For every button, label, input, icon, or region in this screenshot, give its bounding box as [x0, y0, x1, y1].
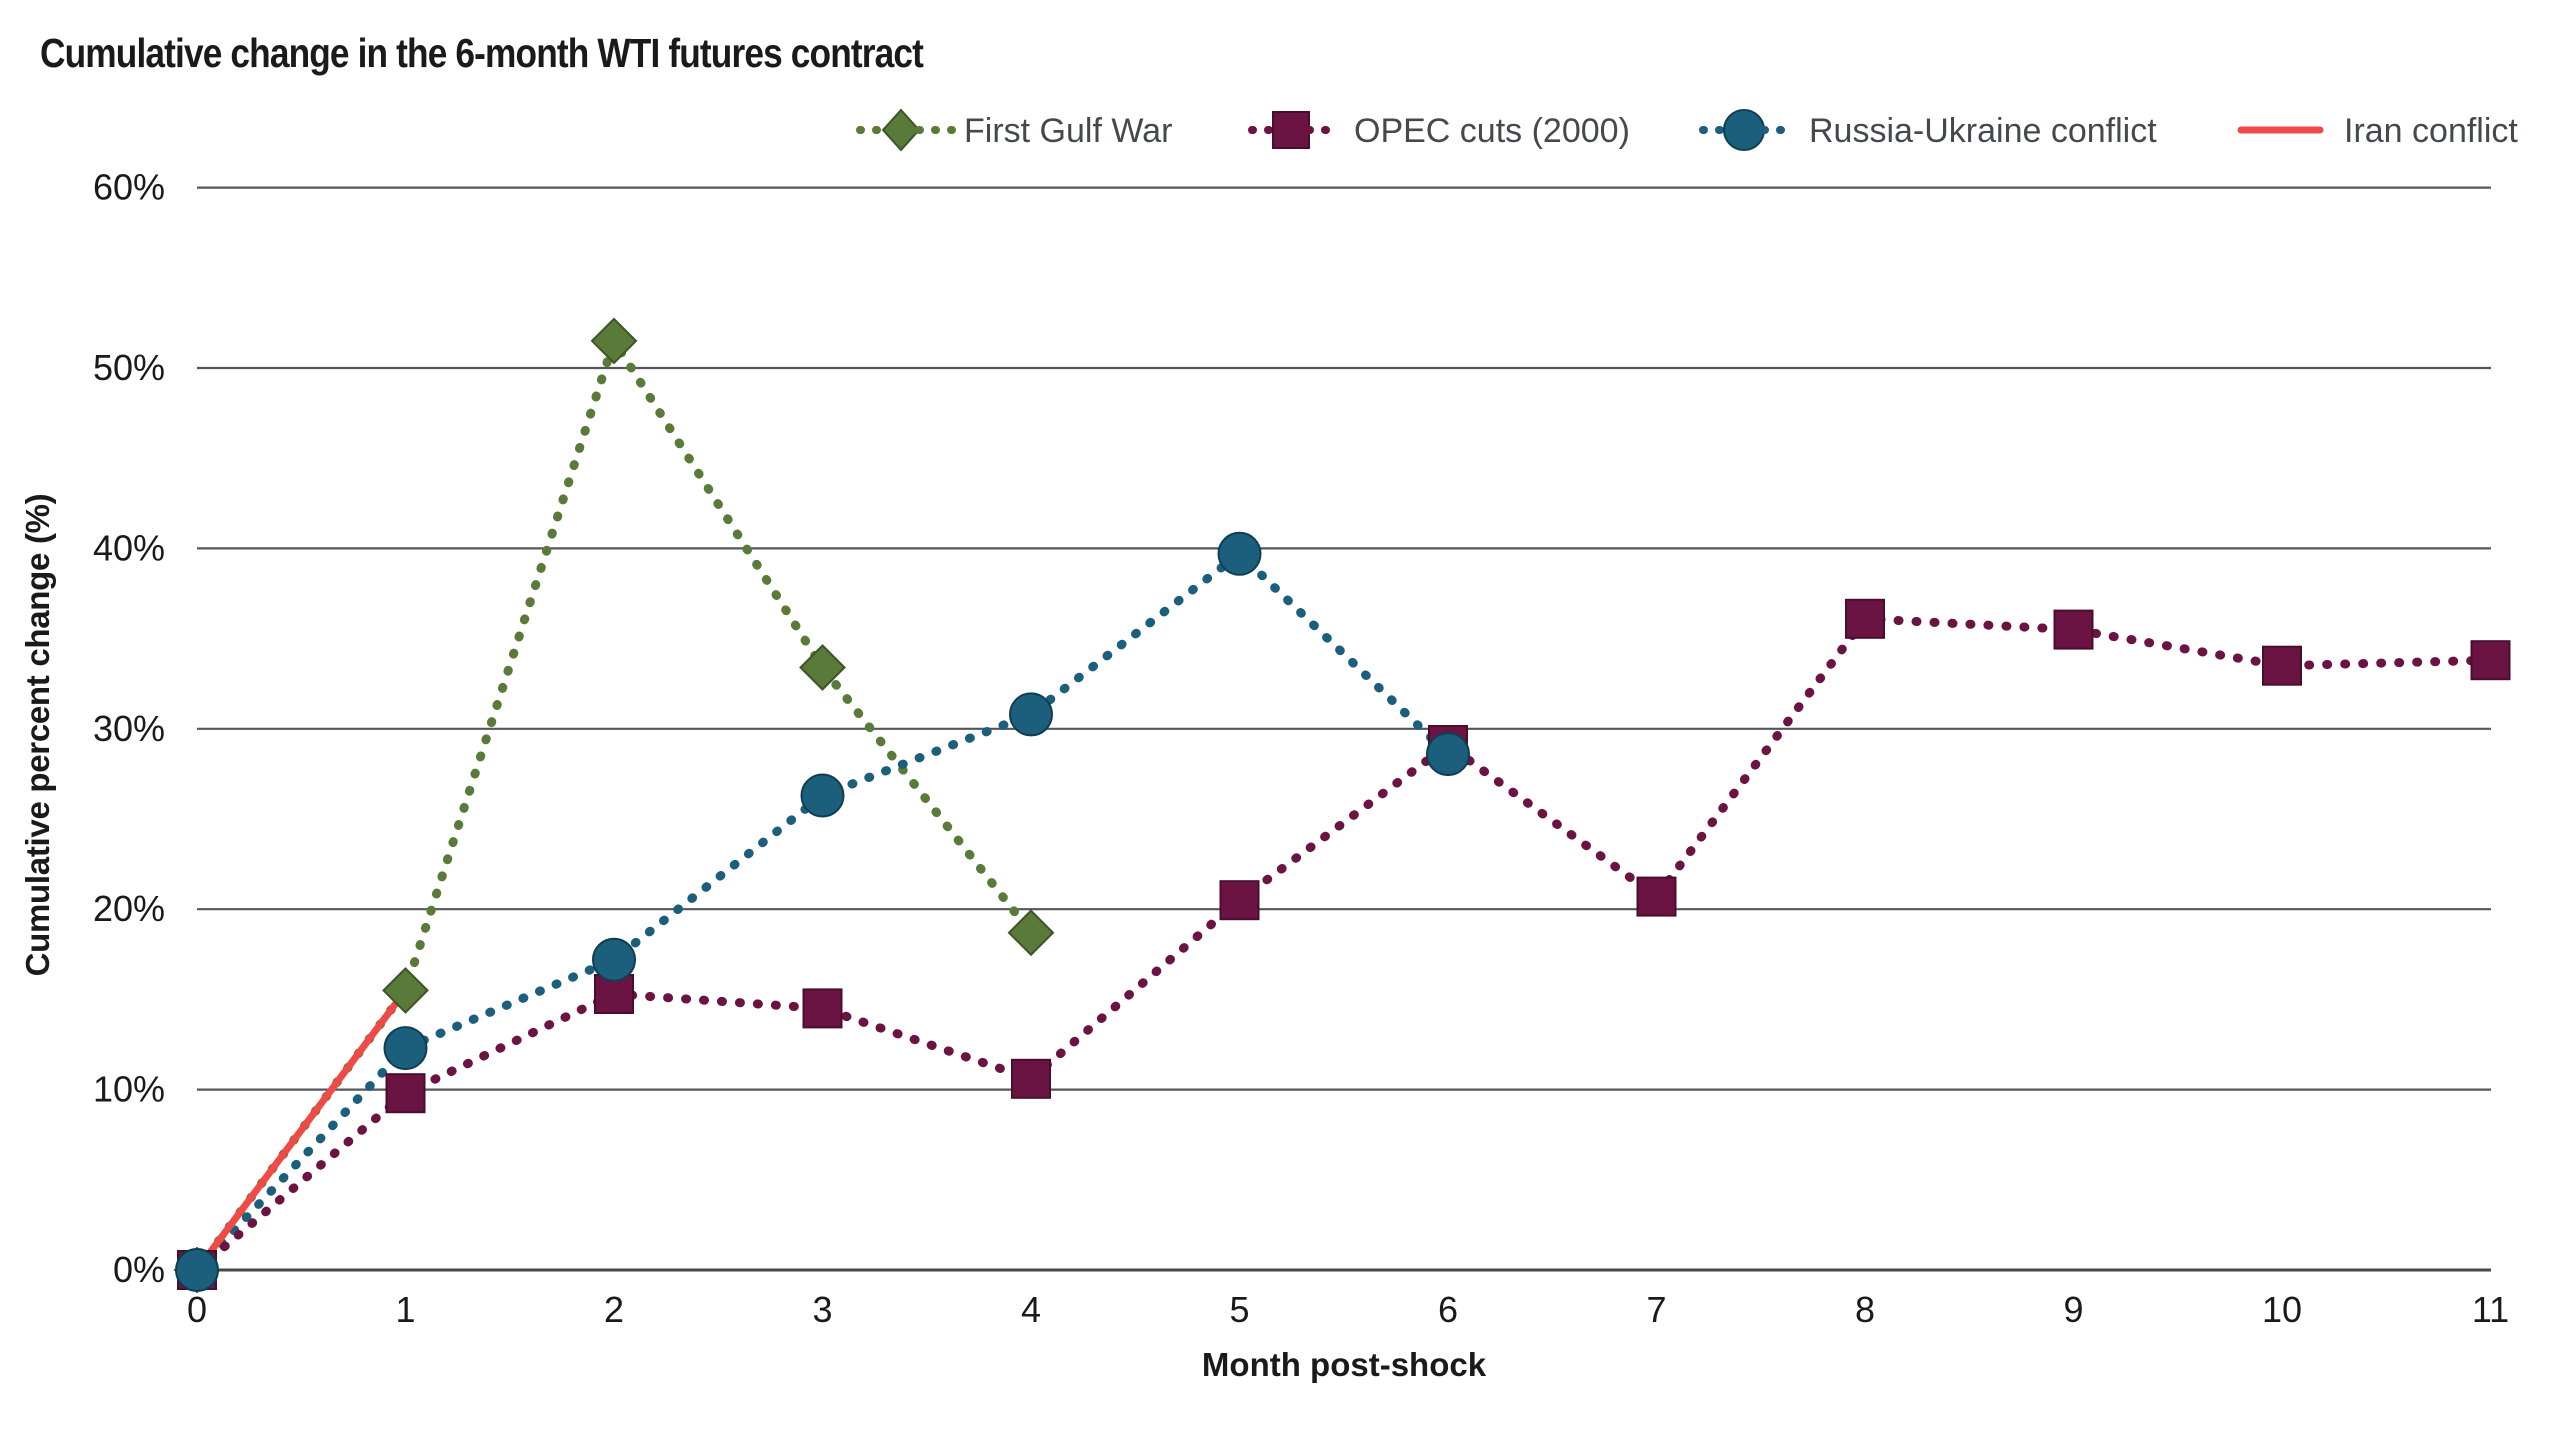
svg-text:3: 3 — [812, 1289, 832, 1330]
svg-text:40%: 40% — [93, 527, 165, 568]
svg-text:4: 4 — [1021, 1289, 1041, 1330]
svg-text:2: 2 — [604, 1289, 624, 1330]
svg-text:7: 7 — [1646, 1289, 1666, 1330]
svg-text:5: 5 — [1229, 1289, 1249, 1330]
svg-text:0%: 0% — [113, 1249, 165, 1290]
svg-text:OPEC cuts (2000): OPEC cuts (2000) — [1354, 112, 1630, 150]
svg-text:Iran conflict: Iran conflict — [2344, 112, 2518, 150]
svg-text:30%: 30% — [93, 708, 165, 749]
svg-text:8: 8 — [1855, 1289, 1875, 1330]
svg-text:50%: 50% — [93, 347, 165, 388]
svg-text:60%: 60% — [93, 167, 165, 208]
svg-text:First Gulf War: First Gulf War — [964, 112, 1172, 150]
svg-text:11: 11 — [2472, 1289, 2509, 1330]
svg-text:Russia-Ukraine conflict: Russia-Ukraine conflict — [1809, 112, 2157, 150]
svg-text:1: 1 — [395, 1289, 415, 1330]
svg-text:9: 9 — [2063, 1289, 2083, 1330]
svg-text:10: 10 — [2262, 1289, 2302, 1330]
svg-text:10%: 10% — [93, 1069, 165, 1110]
svg-text:20%: 20% — [93, 888, 165, 929]
svg-text:0: 0 — [187, 1289, 207, 1330]
svg-text:6: 6 — [1438, 1289, 1458, 1330]
